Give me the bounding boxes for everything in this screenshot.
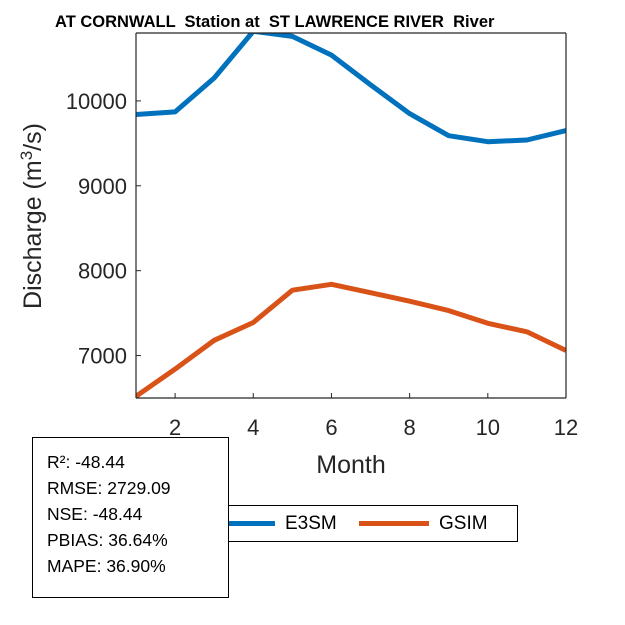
stats-pbias: PBIAS: 36.64%: [47, 530, 168, 550]
legend-label-gsim: GSIM: [439, 512, 488, 534]
y-tick-label-8000: 8000: [78, 259, 127, 284]
stats-box: R²: -48.44 RMSE: 2729.09 NSE: -48.44 PBI…: [32, 437, 229, 598]
stats-mape: MAPE: 36.90%: [47, 556, 166, 576]
x-tick-label-4: 4: [247, 415, 259, 440]
stats-nse: NSE: -48.44: [47, 504, 143, 524]
legend-entry-e3sm: E3SM: [229, 506, 337, 541]
plot-area: [136, 33, 566, 398]
y-tick-label-9000: 9000: [78, 174, 127, 199]
x-tick-label-2: 2: [169, 415, 181, 440]
x-tick-label-12: 12: [554, 415, 578, 440]
stats-r2: R²: -48.44: [47, 452, 125, 472]
ticks: 2 4 6 8 10 12 7000 8000 9000 10000: [66, 89, 578, 440]
x-tick-label-6: 6: [325, 415, 337, 440]
axes: [135, 32, 567, 399]
stats-rmse: RMSE: 2729.09: [47, 478, 171, 498]
series-layer: [136, 33, 566, 398]
y-axis-label-superscript: 3: [17, 151, 36, 160]
legend-entry-gsim: GSIM: [359, 506, 488, 541]
y-tick-label-7000: 7000: [78, 344, 127, 369]
series-line-e3sm: [136, 33, 566, 145]
chart-title: AT CORNWALL Station at ST LAWRENCE RIVER…: [55, 13, 495, 31]
legend: E3SM GSIM: [229, 505, 518, 542]
x-tick-label-10: 10: [476, 415, 500, 440]
x-tick-label-8: 8: [404, 415, 416, 440]
legend-swatch-e3sm: [229, 521, 275, 526]
legend-swatch-gsim: [359, 521, 429, 526]
y-tick-label-10000: 10000: [66, 89, 127, 114]
x-axis-label: Month: [316, 451, 385, 479]
y-axis-label: Discharge (m3/s): [17, 123, 48, 309]
series-line-gsim: [136, 281, 566, 398]
legend-label-e3sm: E3SM: [285, 512, 337, 534]
